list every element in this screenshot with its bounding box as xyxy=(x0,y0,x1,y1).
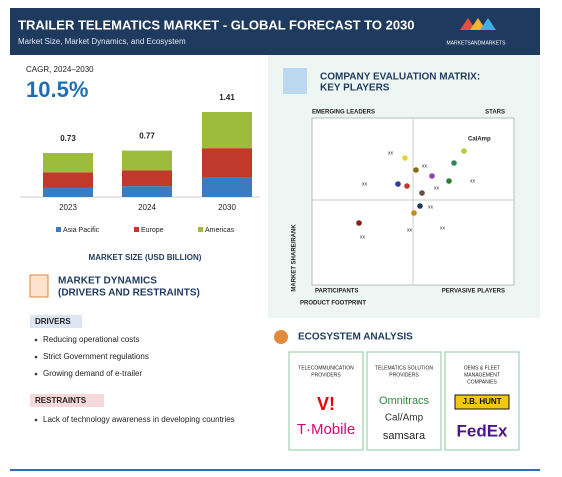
player-dot xyxy=(417,203,423,209)
bullet xyxy=(34,372,38,376)
bullet xyxy=(34,355,38,359)
player-dot xyxy=(356,220,362,226)
legend-label: Asia Pacific xyxy=(63,227,100,234)
restraints-label: RESTRAINTS xyxy=(35,396,87,405)
bar-segment xyxy=(122,186,172,197)
icon xyxy=(283,68,307,94)
player-dot xyxy=(404,183,410,189)
bar-segment xyxy=(43,152,93,173)
legend-label: Americas xyxy=(205,227,235,234)
subtitle: Market Size, Market Dynamics, and Ecosys… xyxy=(18,37,186,46)
quadrant-label: EMERGING LEADERS xyxy=(312,110,375,116)
icon xyxy=(29,274,49,298)
logo: Cal/Amp xyxy=(385,413,424,424)
eco-header: TELECOMMUNICATION xyxy=(298,365,354,371)
legend-swatch xyxy=(134,227,139,232)
legend-swatch xyxy=(198,227,203,232)
player-dot xyxy=(395,181,401,187)
driver: Strict Government regulations xyxy=(43,352,149,361)
section-title: COMPANY EVALUATION MATRIX: xyxy=(320,72,480,83)
bullet xyxy=(34,338,38,342)
eco-header: MANAGEMENT xyxy=(464,372,500,378)
label-band xyxy=(30,394,104,407)
bar-segment xyxy=(43,172,93,188)
total-label: 0.73 xyxy=(60,134,76,143)
player-label: xx xyxy=(470,178,476,184)
bar-segment xyxy=(202,177,252,197)
eco-box xyxy=(288,351,364,451)
label-band xyxy=(30,315,82,328)
player-label: xx xyxy=(407,227,413,233)
player-label: xx xyxy=(440,225,446,231)
x-tick-label: 2023 xyxy=(59,203,77,212)
logo-bg xyxy=(454,394,510,410)
logo: J.B. HUNT xyxy=(462,397,501,406)
x-tick-label: 2024 xyxy=(138,203,156,212)
legend-label: Europe xyxy=(141,227,164,234)
logo: T·Mobile xyxy=(297,421,355,438)
player-label: xx xyxy=(434,185,440,191)
player-dot xyxy=(461,148,467,154)
x-axis-label: PRODUCT FOOTPRINT xyxy=(300,301,366,307)
y-axis-label: MARKET SHARE/RANK xyxy=(292,224,298,292)
section-title: (DRIVERS AND RESTRAINTS) xyxy=(58,288,200,299)
player-label: xx xyxy=(422,163,428,169)
logo: V! xyxy=(317,394,335,414)
eco-box xyxy=(366,351,442,451)
player-dot xyxy=(413,167,419,173)
chart-title: MARKET SIZE (USD BILLION) xyxy=(89,253,202,262)
icon xyxy=(274,330,288,344)
section-title: ECOSYSTEM ANALYSIS xyxy=(298,332,413,343)
player-dot xyxy=(429,173,435,179)
logo: Omnitracs xyxy=(379,395,430,407)
logo: FedEx xyxy=(456,421,508,440)
bar-segment xyxy=(122,150,172,171)
title: TRAILER TELEMATICS MARKET - GLOBAL FOREC… xyxy=(18,17,415,32)
eco-header: PROVIDERS xyxy=(389,372,419,378)
section-title: MARKET DYNAMICS xyxy=(58,276,157,287)
player-label: xx xyxy=(388,150,394,156)
driver: Reducing operational costs xyxy=(43,335,140,344)
player-label: xx xyxy=(428,204,434,210)
eco-header: OEMS & FLEET xyxy=(464,365,500,371)
bar-segment xyxy=(43,187,93,197)
player-dot xyxy=(419,190,425,196)
player-label: xx xyxy=(362,181,368,187)
legend-swatch xyxy=(56,227,61,232)
total-label: 1.41 xyxy=(219,93,235,102)
quadrant-label: STARS xyxy=(485,110,505,116)
cagr-value: 10.5% xyxy=(26,77,88,102)
eco-header: PROVIDERS xyxy=(311,372,341,378)
eco-header: COMPANIES xyxy=(467,379,497,385)
bar-segment xyxy=(202,148,252,178)
cagr-label: CAGR, 2024–2030 xyxy=(26,65,94,74)
driver: Growing demand of e-trailer xyxy=(43,369,142,378)
quadrant-label: PARTICIPANTS xyxy=(315,289,358,295)
logo: samsara xyxy=(383,430,426,442)
player-dot xyxy=(446,178,452,184)
brand: MARKETSANDMARKETS xyxy=(447,40,507,46)
bar-segment xyxy=(202,112,252,149)
player-dot xyxy=(411,210,417,216)
quadrant-label: PERVASIVE PLAYERS xyxy=(442,289,505,295)
total-label: 0.77 xyxy=(139,132,155,141)
logo-shape xyxy=(480,18,496,30)
header-band xyxy=(10,8,540,55)
player-dot xyxy=(402,155,408,161)
eco-header: TELEMATICS SOLUTION xyxy=(375,365,433,371)
x-tick-label: 2030 xyxy=(218,203,236,212)
section-title: KEY PLAYERS xyxy=(320,83,390,94)
bar-segment xyxy=(122,170,172,187)
player-dot xyxy=(451,160,457,166)
bullet xyxy=(34,418,38,422)
player-label: CalAmp xyxy=(468,137,491,143)
restraint: Lack of technology awareness in developi… xyxy=(43,415,235,424)
drivers-label: DRIVERS xyxy=(35,317,71,326)
player-label: xx xyxy=(360,234,366,240)
